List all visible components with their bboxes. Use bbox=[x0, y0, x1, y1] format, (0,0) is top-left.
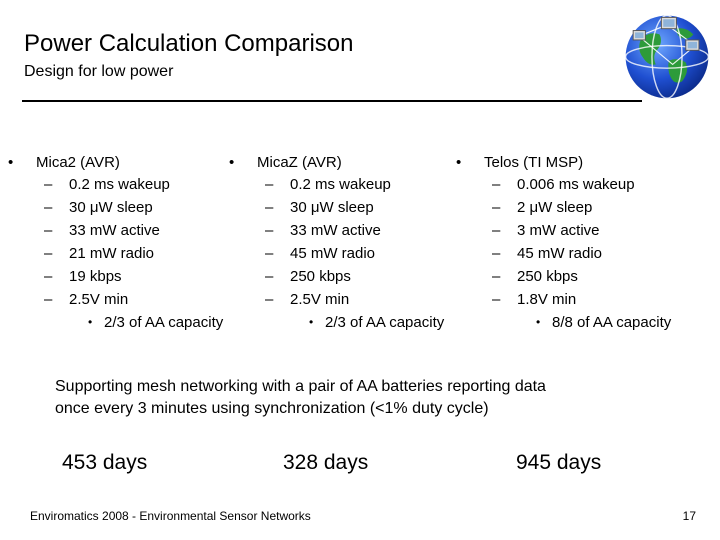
spec-item: –45 mW radio bbox=[456, 242, 716, 265]
dash-glyph: – bbox=[265, 245, 274, 262]
spec-item: –2.5V min bbox=[8, 288, 238, 311]
spec-text: 2.5V min bbox=[290, 291, 350, 308]
slide-title: Power Calculation Comparison bbox=[24, 30, 354, 57]
dash-glyph: – bbox=[44, 268, 53, 285]
capacity-note: • 8/8 of AA capacity bbox=[456, 311, 716, 334]
spec-item: –21 mW radio bbox=[8, 242, 238, 265]
dash-glyph: – bbox=[265, 199, 274, 216]
dash-glyph: – bbox=[492, 176, 501, 193]
sub-bullet-glyph: • bbox=[309, 315, 314, 329]
spec-item: –19 kbps bbox=[8, 265, 238, 288]
title-divider bbox=[22, 100, 642, 102]
dash-glyph: – bbox=[44, 291, 53, 308]
spec-item: –1.8V min bbox=[456, 288, 716, 311]
dash-glyph: – bbox=[44, 222, 53, 239]
bullet-glyph: • bbox=[8, 154, 14, 171]
spec-item: –3 mW active bbox=[456, 219, 716, 242]
spec-item: –2.5V min bbox=[229, 288, 459, 311]
platform-heading: • Telos (TI MSP) bbox=[456, 152, 716, 173]
dash-glyph: – bbox=[265, 222, 274, 239]
sub-bullet-glyph: • bbox=[536, 315, 541, 329]
slide-subtitle: Design for low power bbox=[24, 63, 174, 80]
spec-item: –250 kbps bbox=[456, 265, 716, 288]
spec-text: 0.2 ms wakeup bbox=[290, 176, 391, 193]
spec-text: 30 μW sleep bbox=[69, 199, 153, 216]
dash-glyph: – bbox=[492, 199, 501, 216]
dash-glyph: – bbox=[492, 245, 501, 262]
spec-text: 21 mW radio bbox=[69, 245, 155, 262]
spec-text: 45 mW radio bbox=[290, 245, 376, 262]
spec-text: 1.8V min bbox=[517, 291, 577, 308]
platform-heading: • MicaZ (AVR) bbox=[229, 152, 459, 173]
spec-item: –0.2 ms wakeup bbox=[8, 173, 238, 196]
spec-item: –2 μW sleep bbox=[456, 196, 716, 219]
platform-name: Mica2 (AVR) bbox=[36, 154, 120, 171]
bullet-glyph: • bbox=[229, 154, 235, 171]
dash-glyph: – bbox=[492, 222, 501, 239]
spec-text: 33 mW active bbox=[69, 222, 160, 239]
platform-name: Telos (TI MSP) bbox=[484, 154, 584, 171]
summary-line-2: once every 3 minutes using synchronizati… bbox=[55, 400, 489, 417]
summary-line-1: Supporting mesh networking with a pair o… bbox=[55, 378, 546, 395]
platform-column-micaz: • MicaZ (AVR) –0.2 ms wakeup –30 μW slee… bbox=[229, 152, 459, 334]
dash-glyph: – bbox=[492, 291, 501, 308]
spec-item: –30 μW sleep bbox=[8, 196, 238, 219]
capacity-note: • 2/3 of AA capacity bbox=[8, 311, 238, 334]
capacity-text: 2/3 of AA capacity bbox=[325, 314, 445, 331]
spec-item: –33 mW active bbox=[8, 219, 238, 242]
spec-text: 0.2 ms wakeup bbox=[69, 176, 170, 193]
spec-item: –33 mW active bbox=[229, 219, 459, 242]
spec-text: 250 kbps bbox=[290, 268, 351, 285]
days-micaz: 328 days bbox=[283, 451, 369, 474]
spec-text: 3 mW active bbox=[517, 222, 600, 239]
dash-glyph: – bbox=[44, 176, 53, 193]
spec-item: –0.2 ms wakeup bbox=[229, 173, 459, 196]
dash-glyph: – bbox=[265, 291, 274, 308]
spec-list: –0.2 ms wakeup –30 μW sleep –33 mW activ… bbox=[8, 173, 238, 311]
spec-text: 2.5V min bbox=[69, 291, 129, 308]
spec-text: 19 kbps bbox=[69, 268, 122, 285]
spec-list: –0.2 ms wakeup –30 μW sleep –33 mW activ… bbox=[229, 173, 459, 311]
capacity-text: 8/8 of AA capacity bbox=[552, 314, 672, 331]
spec-text: 33 mW active bbox=[290, 222, 381, 239]
slide-footer: Enviromatics 2008 - Environmental Sensor… bbox=[30, 509, 311, 523]
dash-glyph: – bbox=[44, 199, 53, 216]
days-mica2: 453 days bbox=[62, 451, 148, 474]
sub-bullet-glyph: • bbox=[88, 315, 93, 329]
spec-text: 250 kbps bbox=[517, 268, 578, 285]
platform-name: MicaZ (AVR) bbox=[257, 154, 342, 171]
page-number: 17 bbox=[682, 509, 696, 523]
days-telos: 945 days bbox=[516, 451, 602, 474]
capacity-note: • 2/3 of AA capacity bbox=[229, 311, 459, 334]
spec-text: 30 μW sleep bbox=[290, 199, 374, 216]
platform-column-telos: • Telos (TI MSP) –0.006 ms wakeup –2 μW … bbox=[456, 152, 716, 334]
dash-glyph: – bbox=[265, 176, 274, 193]
platform-heading: • Mica2 (AVR) bbox=[8, 152, 238, 173]
summary-text: Supporting mesh networking with a pair o… bbox=[55, 376, 655, 420]
spec-text: 45 mW radio bbox=[517, 245, 603, 262]
dash-glyph: – bbox=[492, 268, 501, 285]
spec-list: –0.006 ms wakeup –2 μW sleep –3 mW activ… bbox=[456, 173, 716, 311]
spec-item: –30 μW sleep bbox=[229, 196, 459, 219]
spec-text: 2 μW sleep bbox=[517, 199, 593, 216]
dash-glyph: – bbox=[44, 245, 53, 262]
spec-item: –45 mW radio bbox=[229, 242, 459, 265]
spec-item: –0.006 ms wakeup bbox=[456, 173, 716, 196]
spec-item: –250 kbps bbox=[229, 265, 459, 288]
platform-column-mica2: • Mica2 (AVR) –0.2 ms wakeup –30 μW slee… bbox=[8, 152, 238, 334]
spec-text: 0.006 ms wakeup bbox=[517, 176, 635, 193]
globe-with-computers-icon bbox=[624, 14, 710, 99]
dash-glyph: – bbox=[265, 268, 274, 285]
bullet-glyph: • bbox=[456, 154, 462, 171]
capacity-text: 2/3 of AA capacity bbox=[104, 314, 224, 331]
